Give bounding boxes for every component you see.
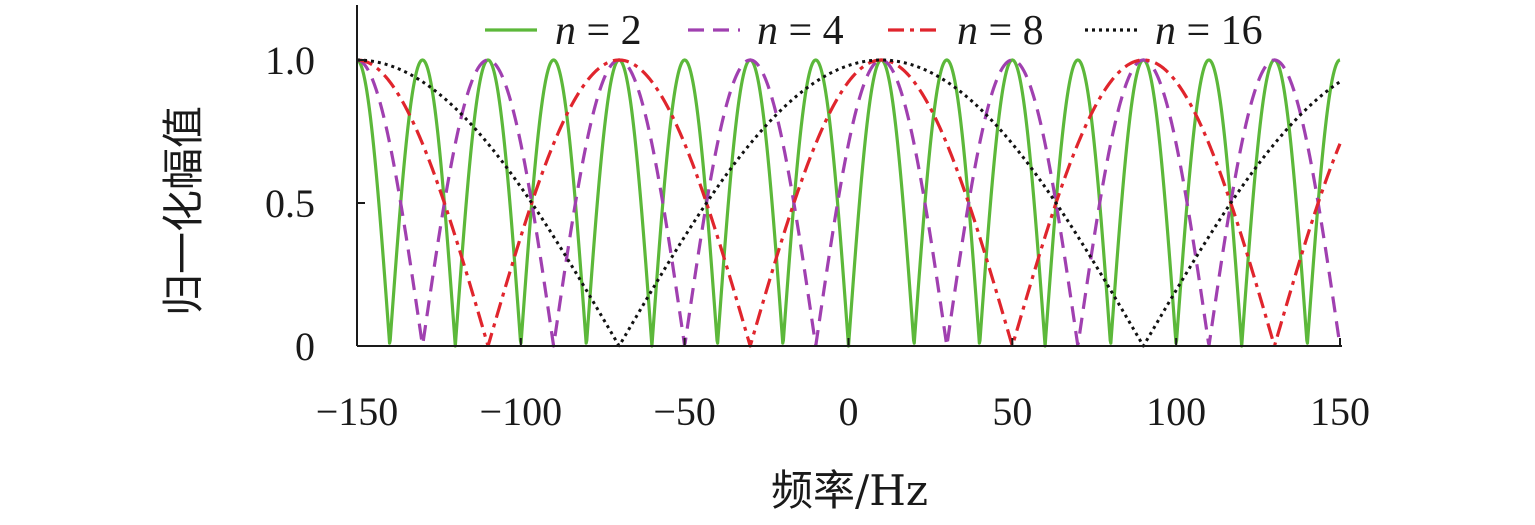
y-tick-label: 1.0 [265,38,315,83]
series-line-n2 [356,58,1341,348]
y-tick-label: 0.5 [265,181,315,226]
x-tick-label: −50 [653,389,716,434]
x-tick-label: −100 [480,389,563,434]
ticks: −150 −100 −50 0 50 100 150 0 0.5 1.0 [265,38,1370,434]
x-tick-label: 50 [992,389,1032,434]
x-tick-label: 150 [1310,389,1370,434]
legend-label-n8: n = 8 [957,8,1044,54]
legend-label-n4: n = 4 [757,8,844,54]
legend-label-n16: n = 16 [1155,8,1263,54]
series-line-n4 [356,58,1342,348]
series-line-n8 [356,58,1342,348]
x-tick-label: 0 [839,389,859,434]
series-layer [356,58,1342,348]
y-tick-label: 0 [295,324,315,369]
x-tick-label: 100 [1146,389,1206,434]
y-axis-title: 归一化幅值 [159,106,208,316]
x-axis-title: 频率/Hz [771,466,928,515]
x-tick-label: −150 [316,389,399,434]
legend: n = 2 n = 4 n = 8 n = 16 [485,8,1263,54]
axes [356,5,1342,347]
series-line-n16 [356,58,1341,348]
legend-label-n2: n = 2 [555,8,642,54]
